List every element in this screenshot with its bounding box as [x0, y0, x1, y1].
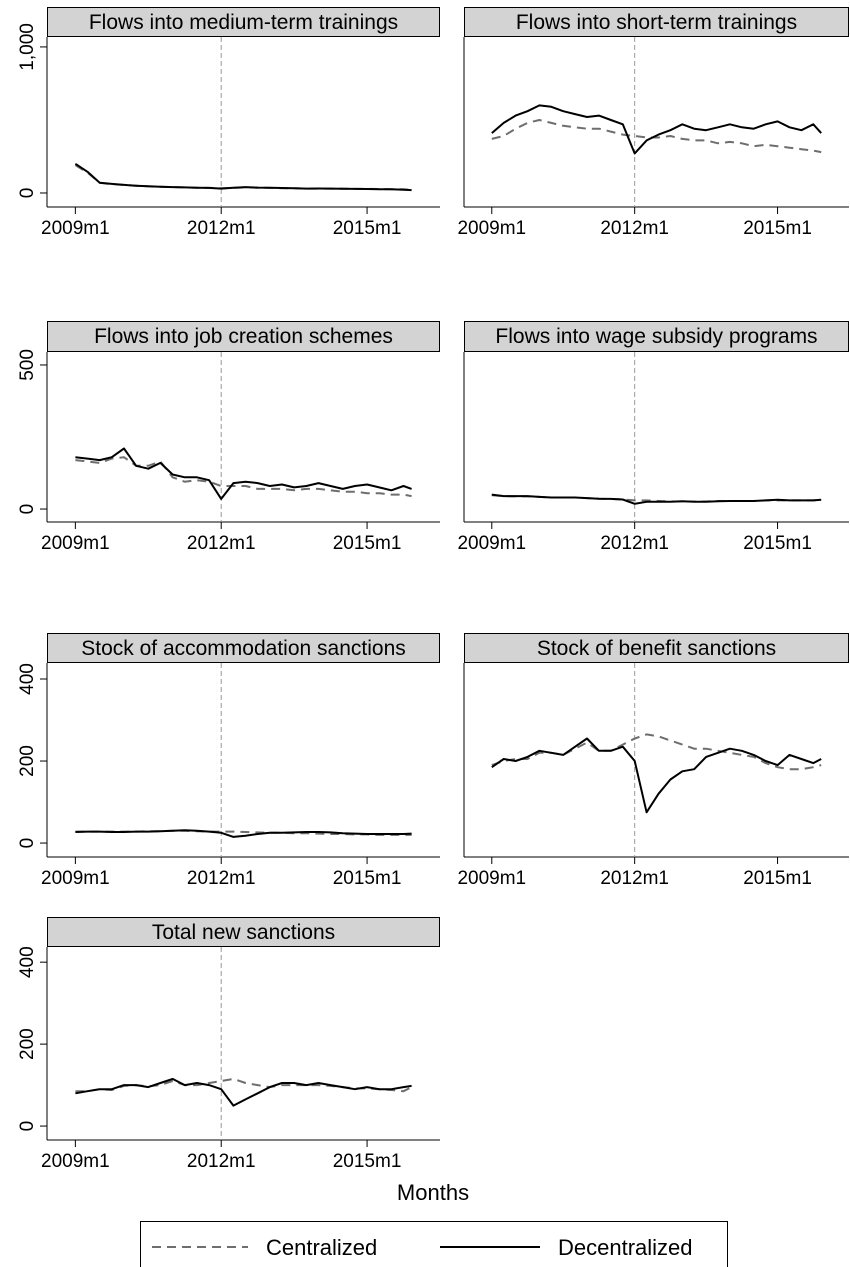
series-line	[491, 493, 822, 505]
x-tick-label: 2009m1	[41, 533, 110, 554]
x-tick-label: 2015m1	[333, 868, 402, 889]
series-line	[75, 447, 412, 500]
series-line	[75, 829, 412, 836]
x-tick-label: 2015m1	[743, 533, 812, 554]
panel-title-strip	[47, 633, 440, 663]
x-tick-label: 2009m1	[457, 868, 526, 889]
panel-title-strip	[464, 7, 849, 37]
panel-title-strip	[464, 633, 849, 663]
x-tick-label: 2012m1	[187, 218, 256, 239]
x-tick-label: 2015m1	[333, 1151, 402, 1172]
series-line	[74, 162, 412, 192]
y-tick-label: 0	[17, 504, 38, 515]
panel-title: Total new sanctions	[152, 921, 335, 944]
panel-title: Stock of benefit sanctions	[537, 637, 776, 660]
panel-title: Flows into wage subsidy programs	[495, 325, 817, 348]
legend-label: Centralized	[266, 1235, 377, 1260]
x-tick-label: 2012m1	[600, 868, 669, 889]
x-tick-label: 2012m1	[187, 533, 256, 554]
x-tick-label: 2009m1	[41, 218, 110, 239]
x-tick-label: 2009m1	[457, 533, 526, 554]
x-tick-label: 2009m1	[457, 218, 526, 239]
y-tick-label: 400	[17, 663, 38, 695]
x-tick-label: 2015m1	[333, 218, 402, 239]
legend-box	[140, 1221, 728, 1267]
legend-label: Decentralized	[558, 1235, 693, 1260]
panel-title: Flows into medium-term trainings	[89, 11, 398, 34]
x-tick-label: 2009m1	[41, 1151, 110, 1172]
panel-title-strip	[464, 321, 849, 352]
x-tick-label: 2012m1	[600, 218, 669, 239]
panel-title: Stock of accommodation sanctions	[81, 637, 406, 660]
y-tick-label: 0	[17, 838, 38, 849]
y-tick-label: 200	[17, 1028, 38, 1060]
y-tick-label: 200	[17, 745, 38, 777]
series-line	[491, 104, 822, 155]
series-line	[491, 737, 822, 814]
x-tick-label: 2015m1	[743, 868, 812, 889]
series-line	[491, 119, 822, 154]
x-tick-label: 2015m1	[333, 533, 402, 554]
series-line	[75, 829, 412, 838]
x-tick-label: 2009m1	[41, 868, 110, 889]
x-tick-label: 2012m1	[187, 1151, 256, 1172]
panel-title-strip	[47, 321, 440, 352]
x-tick-label: 2012m1	[600, 533, 669, 554]
y-tick-label: 1,000	[17, 23, 38, 71]
panel-title-strip	[47, 917, 440, 947]
panel-title: Flows into job creation schemes	[94, 325, 393, 348]
panel-title-strip	[47, 7, 440, 37]
y-tick-label: 0	[17, 1121, 38, 1132]
x-tick-label: 2012m1	[187, 868, 256, 889]
panel-title: Flows into short-term trainings	[516, 11, 797, 34]
y-tick-label: 400	[17, 946, 38, 978]
x-tick-label: 2015m1	[743, 218, 812, 239]
x-axis-title: Months	[397, 1180, 469, 1205]
series-line	[75, 456, 412, 498]
y-tick-label: 500	[17, 349, 38, 381]
series-line	[75, 1077, 412, 1107]
y-tick-label: 0	[17, 188, 38, 199]
